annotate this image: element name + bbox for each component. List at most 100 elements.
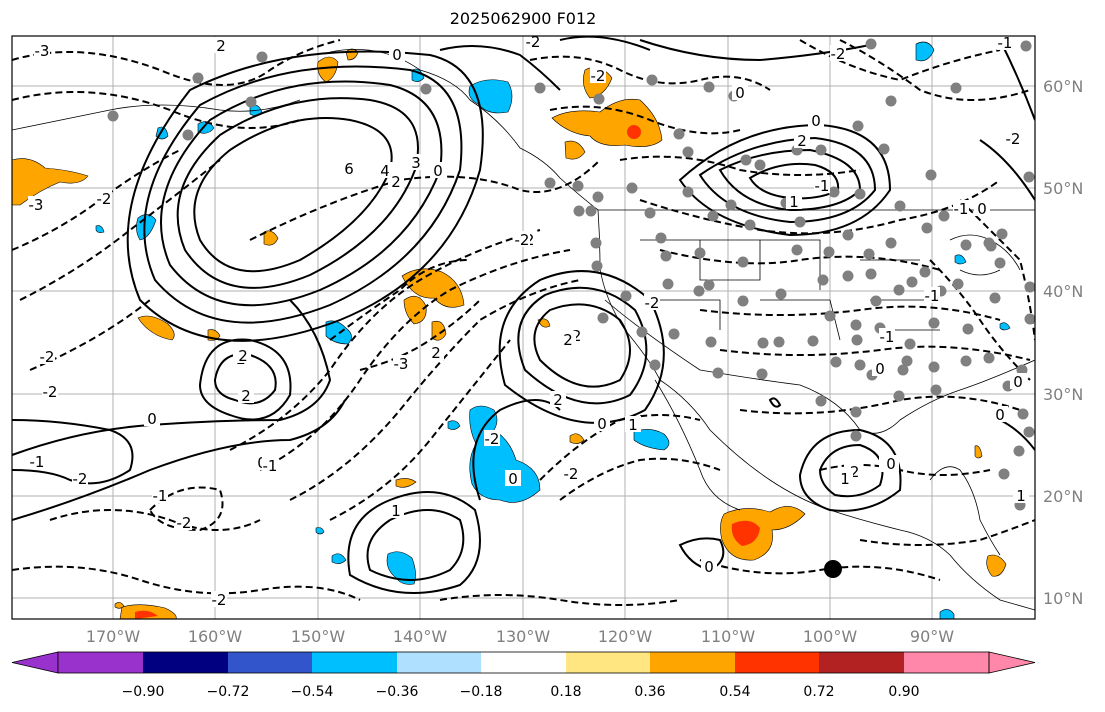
lon-label: 100°W	[803, 627, 858, 646]
contour-label: 0	[735, 84, 745, 102]
map-frame	[11, 35, 1036, 620]
contour-label-bg	[430, 162, 446, 178]
colorbar-tick-label: 0.72	[803, 684, 834, 700]
contour-label-bg	[563, 465, 579, 481]
colorbar-frame	[57, 651, 990, 674]
contour-label-bg	[830, 45, 846, 61]
lon-label: 150°W	[291, 627, 346, 646]
contour-label: 2	[553, 391, 563, 409]
contour-label: -1	[815, 177, 830, 195]
contour-label-bg	[997, 36, 1013, 50]
colorbar-swatch	[904, 652, 989, 673]
colorbar: −0.90 −0.72 −0.54 −0.36 −0.18 0.18 0.36 …	[11, 651, 1036, 700]
contour-label: -3	[394, 355, 409, 373]
contour-label-bg	[388, 502, 404, 518]
contour-label-bg	[428, 344, 444, 360]
lat-label: 30°N	[1043, 385, 1083, 404]
contour-label: -2	[212, 591, 227, 609]
contour-label-bg	[211, 591, 227, 607]
latitude-labels: 60°N 50°N 40°N 30°N 20°N 10°N	[1043, 77, 1083, 608]
contour-label-bg	[1010, 373, 1026, 389]
map-title: 2025062900 F012	[449, 9, 597, 28]
contour-label-bg	[39, 348, 55, 364]
colorbar-tick-label: −0.54	[291, 684, 334, 700]
lat-label: 40°N	[1043, 282, 1083, 301]
lon-label: 90°W	[910, 627, 954, 646]
contour-label-bg	[72, 470, 88, 486]
colorbar-swatch	[312, 652, 397, 673]
contour-label: 0	[1013, 373, 1023, 391]
colorbar-swatch	[566, 652, 650, 673]
contour-label-bg	[732, 84, 748, 100]
colorbar-swatch	[481, 652, 566, 673]
map-area: -3-220-2-20-2-3-264230-22320-2-1-2-10-1-…	[12, 33, 1035, 619]
contour-label: -1	[880, 328, 895, 346]
contour-label: -2	[564, 465, 579, 483]
contour-label-bg	[924, 287, 940, 303]
lat-label: 10°N	[1043, 589, 1083, 608]
contour-label-bg	[28, 196, 44, 212]
contour-label: 0	[875, 360, 885, 378]
contour-label: 2	[216, 37, 226, 55]
contour-label-bg	[594, 415, 610, 431]
contour-label: 0	[977, 200, 987, 218]
contour-label-bg	[644, 294, 660, 310]
contour-label: 1	[840, 470, 850, 488]
contour-label-bg	[262, 457, 278, 473]
contour-label: 0	[995, 406, 1005, 424]
contour-label-bg	[484, 430, 500, 446]
contour-label-bg	[96, 190, 112, 206]
storm-marker	[824, 560, 842, 578]
contour-label: -2	[1006, 130, 1021, 148]
lat-label: 60°N	[1043, 77, 1083, 96]
contour-label-bg	[786, 193, 802, 209]
contour-labels: -3-220-2-20-2-3-264230-22320-2-1-2-10-1-…	[28, 33, 1029, 609]
colorbar-tick-label: −0.36	[376, 684, 419, 700]
contour-label-bg	[883, 455, 899, 471]
contour-label: -2	[73, 470, 88, 488]
contour-label-bg	[389, 46, 405, 62]
contour-label: -1	[998, 34, 1013, 52]
contour-label-bg	[408, 154, 424, 170]
contour-label-bg	[238, 387, 254, 403]
colorbar-tick-label: 0.36	[634, 684, 665, 700]
contour-label: 0	[811, 112, 821, 130]
contour-label-bg	[144, 410, 160, 426]
contour-label: -3	[29, 196, 44, 214]
colorbar-swatches	[11, 651, 1036, 674]
contour-label: 0	[433, 162, 443, 180]
contour-label: -2	[40, 348, 55, 366]
contour-label-bg	[879, 328, 895, 344]
contour-label-bg	[992, 406, 1008, 422]
contour-label-bg	[393, 355, 409, 371]
negative-contours	[12, 39, 1035, 606]
colorbar-swatch	[58, 652, 143, 673]
contour-label: -1	[263, 457, 278, 475]
contour-label: 0	[392, 46, 402, 64]
contour-label: -1	[30, 453, 45, 471]
colorbar-swatch	[735, 652, 819, 673]
contour-label-bg	[953, 200, 969, 216]
colorbar-tick-label: 0.54	[719, 684, 750, 700]
contour-label: -2	[177, 514, 192, 532]
lon-label: 110°W	[701, 627, 756, 646]
contour-label: -1	[925, 287, 940, 305]
contour-label: 0	[147, 410, 157, 428]
contour-label: -2	[526, 33, 541, 51]
longitude-labels: 170°W 160°W 150°W 140°W 130°W 120°W 110°…	[86, 627, 954, 646]
contour-label: -2	[43, 383, 58, 401]
contour-label-bg	[34, 42, 50, 58]
lat-label: 50°N	[1043, 179, 1083, 198]
contour-label: 1	[1016, 487, 1026, 505]
colorbar-extend-right	[988, 651, 1036, 674]
contour-label-bg	[388, 173, 404, 189]
colorbar-extend-left	[11, 651, 59, 674]
contour-label-bg	[213, 37, 229, 53]
contour-label: 6	[344, 160, 354, 178]
colorbar-swatch	[397, 652, 481, 673]
contour-label: 0	[704, 558, 714, 576]
colorbar-tick-label: 0.18	[550, 684, 581, 700]
contour-label-bg	[341, 160, 357, 176]
colorbar-swatch	[819, 652, 904, 673]
